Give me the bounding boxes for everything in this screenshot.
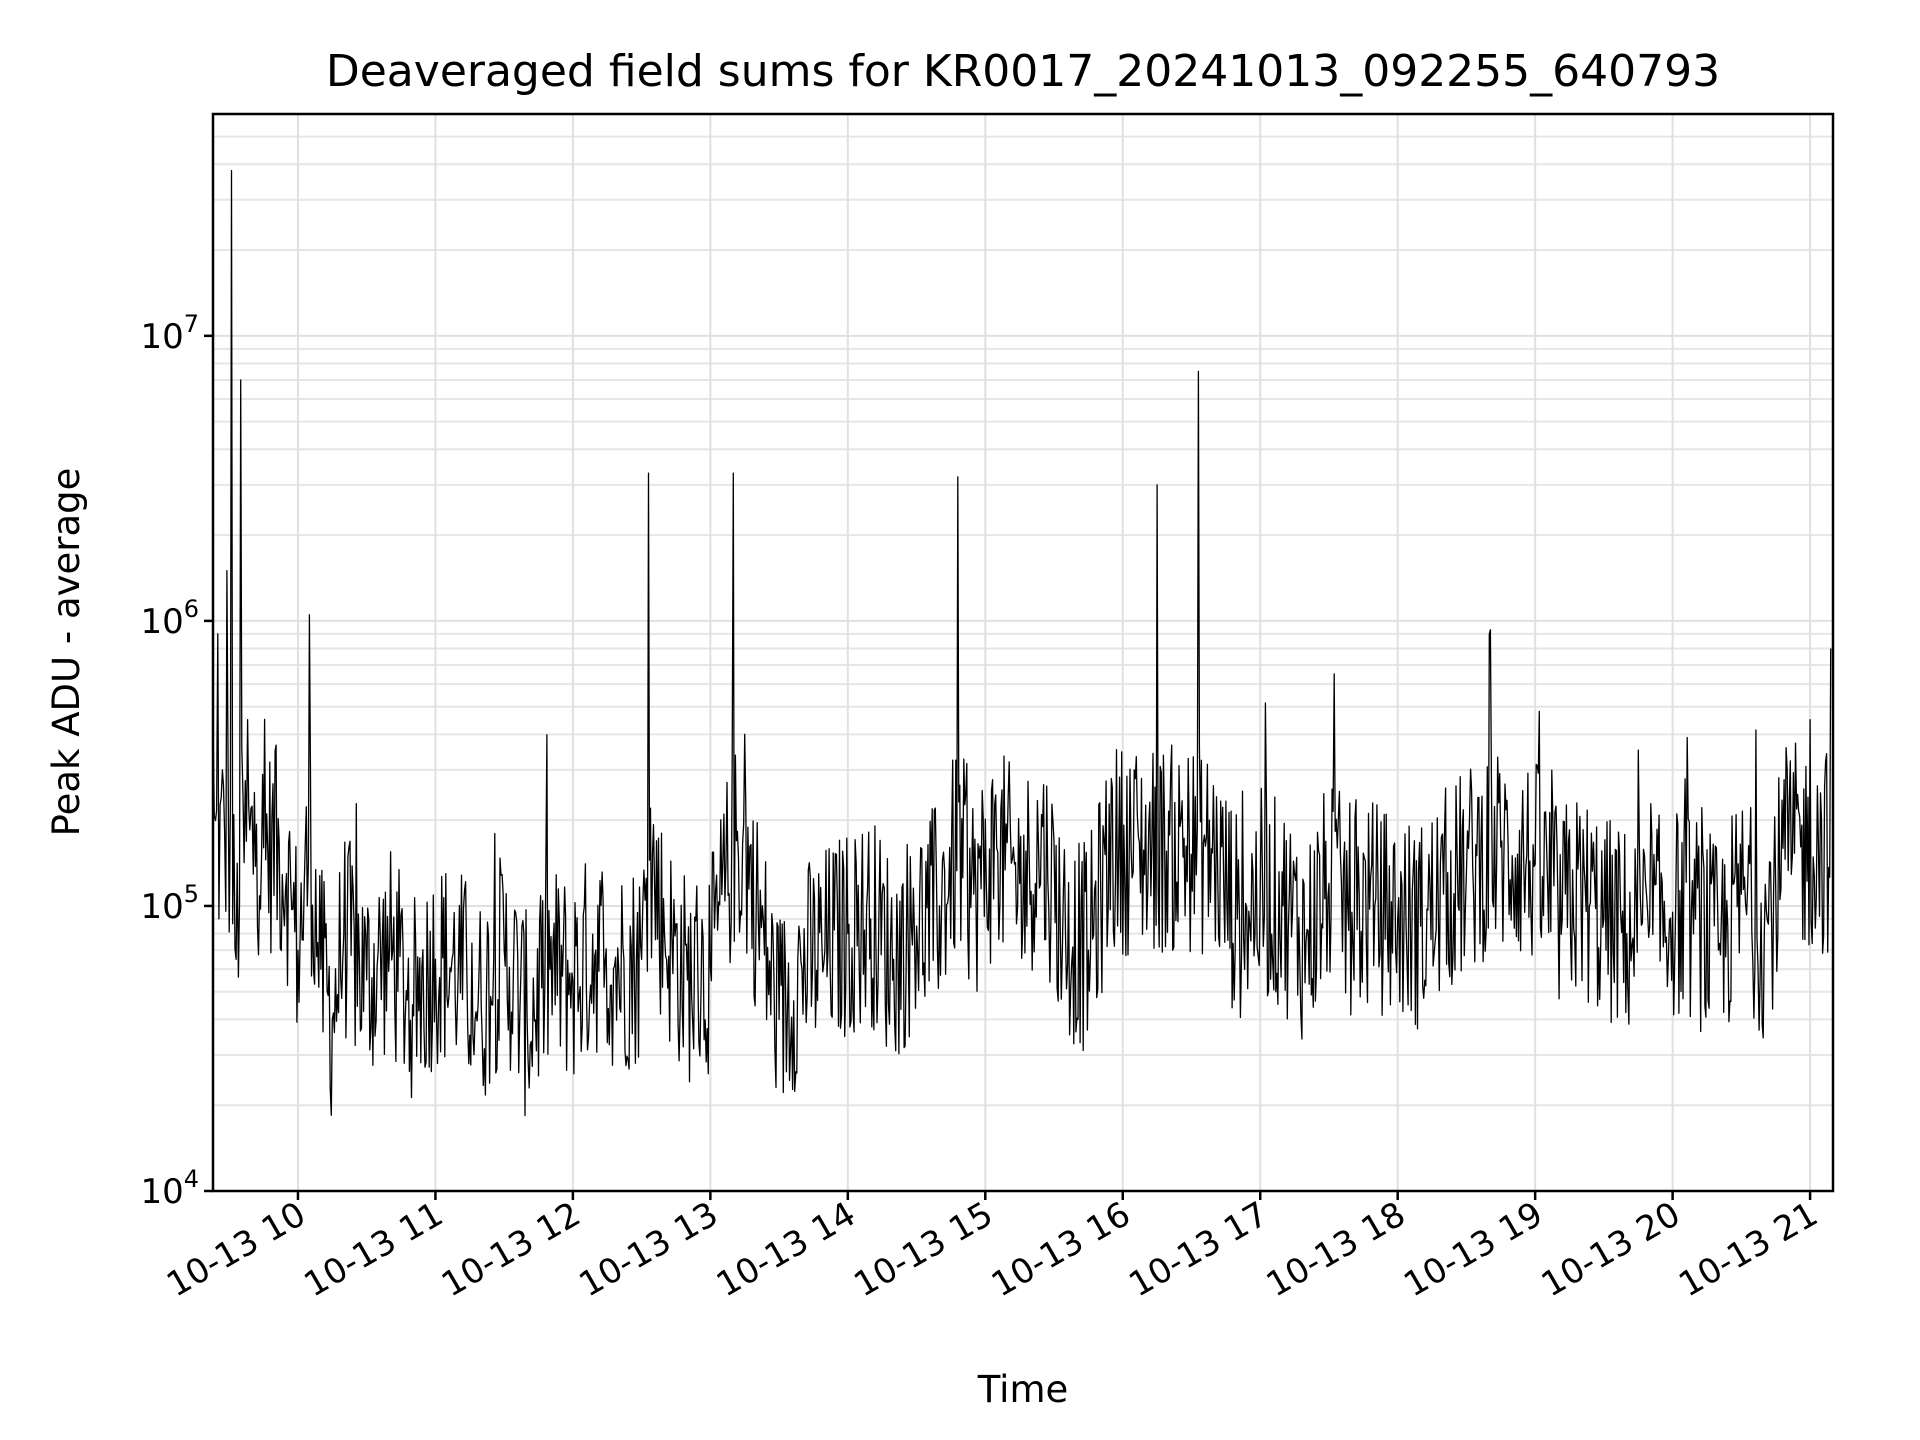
plot-frame (211, 112, 1835, 1193)
y-tick-exponent: 6 (184, 595, 199, 623)
chart-title: Deaveraged field sums for KR0017_2024101… (326, 46, 1720, 97)
minor-gridlines (213, 135, 1833, 1107)
y-tick-base: 10 (140, 317, 183, 357)
x-axis-label: Time (977, 1368, 1069, 1411)
y-tick-base: 10 (140, 887, 183, 927)
y-tick-label: 107 (140, 310, 199, 357)
y-tick-exponent: 5 (184, 880, 199, 908)
y-tick-label: 106 (140, 595, 199, 642)
y-tick-exponent: 4 (184, 1165, 199, 1193)
y-tick-label: 104 (140, 1165, 199, 1212)
y-tick-label: 105 (140, 880, 199, 927)
series-line (212, 169, 1832, 1117)
y-tick-base: 10 (140, 602, 183, 642)
y-tick-exponent: 7 (184, 310, 199, 338)
y-tick-base: 10 (140, 1172, 183, 1212)
y-axis-label: Peak ADU - average (45, 468, 88, 837)
